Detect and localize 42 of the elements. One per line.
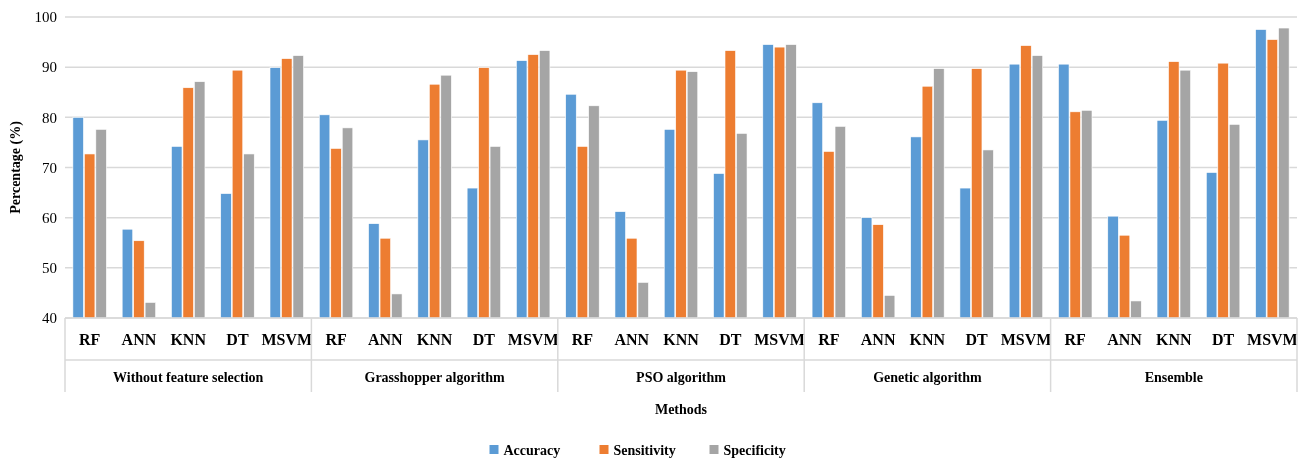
y-tick-label: 70 [42, 159, 57, 176]
x-tick-label: KNN [416, 331, 453, 348]
x-tick-label: ANN [614, 331, 650, 348]
x-tick-label: DT [1211, 331, 1235, 348]
y-tick-label: 90 [42, 59, 57, 76]
y-tick-label: 50 [42, 260, 57, 277]
x-tick-label: DT [472, 331, 496, 348]
x-tick-label: DT [965, 331, 989, 348]
x-tick-label: ANN [860, 331, 896, 348]
legend-label: Accuracy [503, 442, 561, 458]
x-tick-label: ANN [1107, 331, 1143, 348]
text: Grasshopper algorithm [364, 370, 505, 385]
text: PSO algorithm [636, 370, 727, 385]
text: Ensemble [1144, 370, 1203, 385]
x-tick-label: MSVM [1000, 331, 1052, 348]
x-tick-label: DT [226, 331, 249, 348]
y-axis-title: Percentage (%) [8, 120, 24, 214]
x-tick-label: ANN [367, 331, 404, 348]
x-tick-label: MSVM [261, 331, 313, 348]
text: Without feature selection [113, 370, 264, 385]
x-tick-label: ANN [121, 331, 157, 348]
x-tick-label: MSVM [507, 331, 559, 348]
x-tick-label: KNN [663, 331, 700, 348]
x-tick-label: RF [818, 331, 840, 348]
x-tick-label: RF [325, 331, 347, 348]
y-tick-label: 80 [42, 109, 57, 126]
text: Genetic algorithm [873, 370, 982, 385]
x-tick-label: DT [719, 331, 742, 348]
x-tick-label: MSVM [1247, 331, 1298, 348]
x-tick-label: RF [1064, 331, 1087, 348]
legend-label: Specificity [723, 442, 786, 458]
legend-label: Sensitivity [613, 442, 676, 458]
x-tick-label: MSVM [754, 331, 805, 348]
x-tick-label: KNN [909, 331, 946, 348]
x-tick-label: KNN [170, 331, 207, 348]
x-axis-title: Methods [654, 402, 708, 417]
x-tick-label: RF [571, 331, 594, 348]
x-tick-label: KNN [1156, 331, 1193, 348]
y-tick-label: 100 [34, 9, 57, 26]
x-tick-label: RF [78, 331, 101, 348]
y-tick-label: 40 [42, 310, 57, 327]
y-tick-label: 60 [42, 209, 57, 226]
